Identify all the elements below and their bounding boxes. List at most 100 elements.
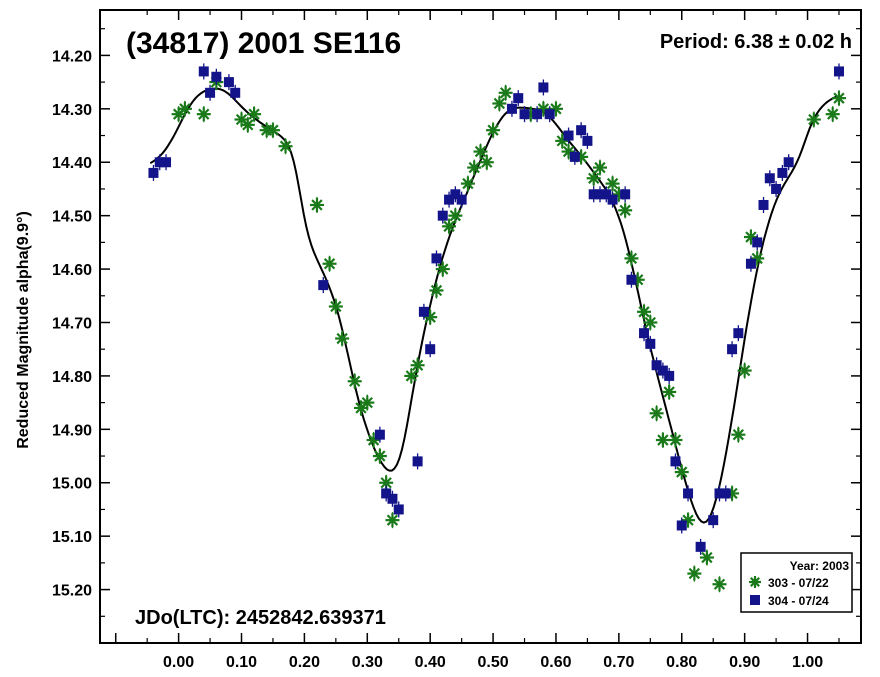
data-point bbox=[651, 357, 662, 374]
data-point bbox=[335, 330, 350, 347]
data-point bbox=[444, 191, 455, 208]
data-point bbox=[492, 95, 507, 112]
y-tick-label: 14.40 bbox=[52, 155, 92, 172]
x-tick-label: 0.90 bbox=[729, 654, 760, 671]
data-point bbox=[569, 148, 580, 165]
data-point bbox=[649, 405, 664, 422]
x-tick-label: 0.50 bbox=[478, 654, 509, 671]
data-point bbox=[645, 335, 656, 352]
data-point bbox=[198, 63, 209, 80]
data-point bbox=[467, 159, 482, 176]
data-point bbox=[668, 432, 683, 449]
data-point bbox=[806, 111, 821, 128]
data-point bbox=[479, 154, 494, 171]
data-point bbox=[544, 106, 555, 123]
data-point bbox=[655, 432, 670, 449]
data-point bbox=[506, 100, 517, 117]
axis-ticks: 0.00 0.10 0.20 0.30 0.40 0.50 0.60 0.70 0.80 0.90… bbox=[52, 10, 861, 671]
data-point bbox=[385, 512, 400, 529]
data-point bbox=[592, 159, 607, 176]
data-point bbox=[727, 341, 738, 358]
data-point bbox=[532, 106, 543, 123]
data-point bbox=[712, 576, 727, 593]
data-point bbox=[247, 106, 262, 123]
data-point bbox=[374, 426, 385, 443]
data-point bbox=[687, 565, 702, 582]
plot-frame bbox=[99, 9, 862, 644]
data-point bbox=[745, 255, 756, 272]
data-point bbox=[486, 122, 501, 139]
data-point bbox=[322, 255, 337, 272]
x-tick-label: 0.20 bbox=[289, 654, 320, 671]
data-point bbox=[555, 132, 570, 149]
data-point bbox=[404, 367, 419, 384]
data-point bbox=[538, 79, 549, 96]
data-point bbox=[657, 362, 668, 379]
data-point bbox=[448, 207, 463, 224]
legend-title: Year: 2003 bbox=[790, 559, 850, 573]
data-point bbox=[783, 154, 794, 171]
data-point bbox=[833, 63, 844, 80]
data-point bbox=[379, 474, 394, 491]
data-point bbox=[393, 501, 404, 518]
data-point bbox=[148, 164, 159, 181]
y-tick-label: 15.00 bbox=[52, 476, 92, 493]
data-point bbox=[643, 314, 658, 331]
data-point bbox=[278, 138, 293, 155]
chart-title: (34817) 2001 SE116 bbox=[126, 27, 401, 60]
data-point bbox=[196, 106, 211, 123]
data-point bbox=[618, 202, 633, 219]
data-point bbox=[777, 164, 788, 181]
data-point bbox=[425, 341, 436, 358]
data-point bbox=[708, 512, 719, 529]
data-point bbox=[309, 196, 324, 213]
data-point bbox=[733, 325, 744, 342]
x-tick-label: 0.10 bbox=[226, 654, 257, 671]
y-tick-label: 14.50 bbox=[52, 209, 92, 226]
data-point bbox=[662, 383, 677, 400]
data-point bbox=[683, 485, 694, 502]
data-point bbox=[639, 325, 650, 342]
data-point bbox=[695, 538, 706, 555]
data-point bbox=[431, 250, 442, 267]
data-point bbox=[681, 512, 696, 529]
data-point bbox=[205, 84, 216, 101]
legend-label-303: 303 - 07/22 bbox=[768, 576, 829, 590]
y-axis-label: Reduced Magnitude alpha(9.9°) bbox=[15, 211, 32, 449]
data-point bbox=[442, 218, 457, 235]
data-point bbox=[412, 453, 423, 470]
data-point bbox=[387, 490, 398, 507]
data-point bbox=[676, 517, 687, 534]
data-point bbox=[519, 106, 530, 123]
data-point bbox=[637, 303, 652, 320]
legend-marker-303 bbox=[749, 576, 761, 588]
data-point bbox=[318, 277, 329, 294]
y-tick-label: 14.20 bbox=[52, 48, 92, 65]
data-point bbox=[586, 170, 601, 187]
data-point bbox=[360, 394, 375, 411]
legend-label-304: 304 - 07/24 bbox=[768, 594, 829, 608]
y-tick-label: 14.80 bbox=[52, 369, 92, 386]
data-point bbox=[737, 362, 752, 379]
data-point bbox=[731, 426, 746, 443]
x-tick-label: 0.60 bbox=[540, 654, 571, 671]
data-point bbox=[265, 122, 280, 139]
data-point bbox=[825, 106, 840, 123]
data-point bbox=[154, 154, 165, 171]
data-point bbox=[664, 367, 675, 384]
data-point bbox=[699, 549, 714, 566]
legend: Year: 2003 303 - 07/22 304 - 07/24 bbox=[740, 552, 853, 613]
y-tick-label: 15.10 bbox=[52, 529, 92, 546]
y-tick-label: 14.30 bbox=[52, 102, 92, 119]
legend-marker-304 bbox=[750, 595, 760, 605]
data-point bbox=[456, 191, 467, 208]
data-point bbox=[576, 122, 587, 139]
data-point bbox=[771, 180, 782, 197]
x-tick-label: 0.40 bbox=[415, 654, 446, 671]
data-point bbox=[161, 154, 172, 171]
period-label: Period: 6.38 ± 0.02 h bbox=[660, 31, 852, 53]
data-point bbox=[764, 170, 775, 187]
data-point bbox=[230, 84, 241, 101]
x-tick-label: 0.30 bbox=[352, 654, 383, 671]
data-point bbox=[437, 207, 448, 224]
